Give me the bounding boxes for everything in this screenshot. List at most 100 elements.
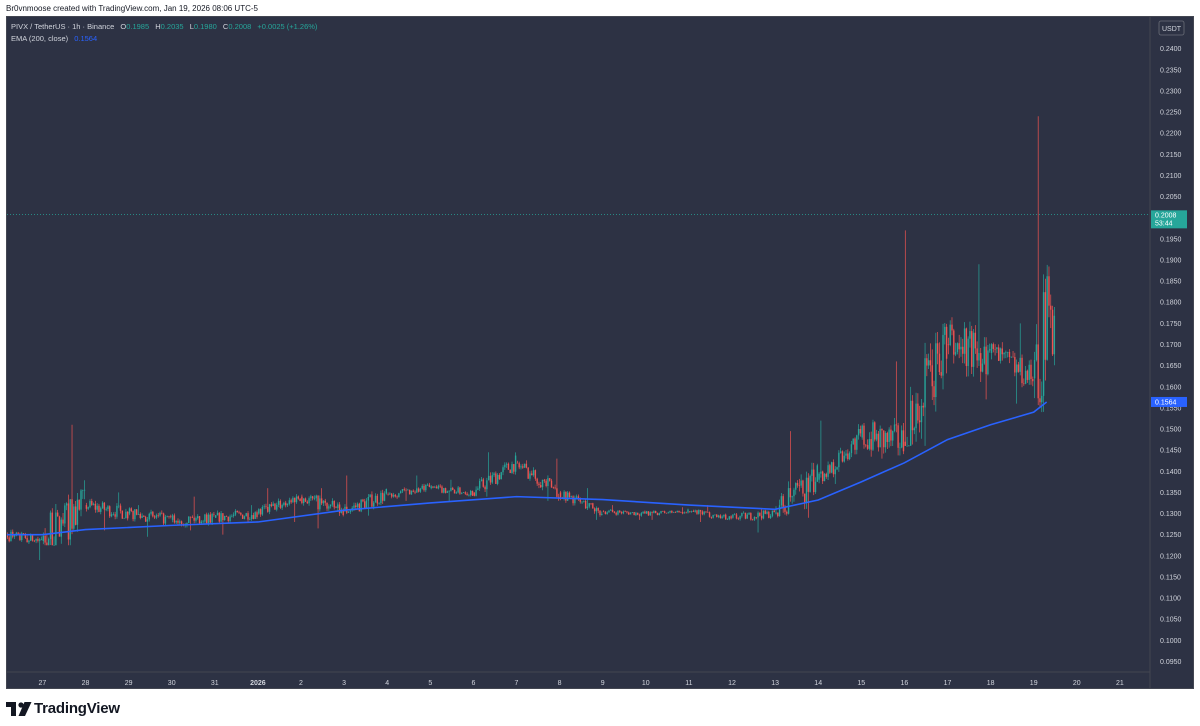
candle-body <box>82 490 84 491</box>
candle-body <box>550 480 553 488</box>
candle-body <box>577 496 580 500</box>
candle-body <box>721 516 723 519</box>
candle-body <box>195 518 197 521</box>
candle-body <box>446 491 449 493</box>
candle-body <box>733 514 736 516</box>
candle-body <box>42 535 44 541</box>
price-tick-label: 0.1950 <box>1160 236 1182 243</box>
candle-body <box>426 484 429 486</box>
candle-body <box>593 508 596 512</box>
candle-body <box>583 500 585 502</box>
bar-countdown-label: 53:44 <box>1155 220 1173 227</box>
candle-body <box>315 495 317 499</box>
candle-body <box>714 514 716 516</box>
candle-body <box>428 484 431 487</box>
candle-body <box>416 488 418 493</box>
candle-body <box>47 538 50 546</box>
candle-body <box>791 496 793 498</box>
candle-body <box>529 473 531 479</box>
time-tick-label: 30 <box>168 680 176 687</box>
candle-body <box>137 513 140 515</box>
candle-body <box>119 505 122 511</box>
candle-body <box>209 514 212 523</box>
candle-body <box>971 331 973 367</box>
candle-body <box>33 540 36 542</box>
candle-body <box>324 500 326 503</box>
candle-body <box>437 485 440 489</box>
candle-body <box>746 514 748 519</box>
candle-body <box>949 324 951 346</box>
candle-body <box>51 512 53 546</box>
candle-body <box>813 469 815 493</box>
candle-body <box>200 521 203 524</box>
candle-body <box>1046 276 1048 360</box>
candle-body <box>875 433 878 440</box>
time-tick-label: 31 <box>211 680 219 687</box>
price-chart[interactable]: PIVX / TetherUS · 1h · Binance O0.1985 H… <box>7 17 1193 688</box>
candle-body <box>672 512 675 513</box>
candle-body <box>509 469 511 474</box>
candle-body <box>340 509 343 513</box>
candle-body <box>232 514 235 516</box>
candle-body <box>123 518 125 519</box>
tradingview-logo-text: TradingView <box>34 699 120 717</box>
candle-body <box>886 432 889 442</box>
candle-body <box>748 513 750 515</box>
candle-body <box>554 487 556 489</box>
candle-body <box>17 532 19 534</box>
candle-body <box>787 488 790 514</box>
candle-body <box>419 488 422 492</box>
candle-body <box>403 489 405 490</box>
candle-body <box>513 464 515 472</box>
candle-body <box>685 512 687 514</box>
candle-body <box>522 466 524 468</box>
candle-body <box>49 512 52 539</box>
candle-body <box>987 350 989 375</box>
candle-body <box>989 349 991 351</box>
time-tick-label: 13 <box>771 680 779 687</box>
candle-body <box>1006 351 1009 353</box>
candle-body <box>356 503 359 508</box>
candle-body <box>98 505 100 512</box>
tradingview-logo[interactable]: TradingView <box>6 699 120 717</box>
candle-body <box>1024 370 1027 384</box>
candle-body <box>965 328 968 367</box>
candle-body <box>337 504 339 509</box>
candle-body <box>908 445 910 447</box>
candle-body <box>461 492 463 494</box>
candles-layer <box>7 116 1056 561</box>
time-tick-label: 12 <box>728 680 736 687</box>
candle-body <box>295 496 298 503</box>
candle-body <box>215 515 217 518</box>
candle-body <box>798 485 801 487</box>
candle-body <box>669 510 671 513</box>
currency-badge[interactable]: USDT <box>1158 20 1185 36</box>
candle-body <box>141 515 143 518</box>
candle-body <box>369 494 371 497</box>
candle-body <box>782 496 784 508</box>
candle-body <box>944 326 946 335</box>
candle-body <box>789 488 792 498</box>
candle-body <box>780 496 783 506</box>
price-axis[interactable]: 0.2400 0.2350 0.2300 0.2250 0.2200 0.2150 0.21… <box>1160 46 1182 666</box>
candle-body <box>207 514 210 524</box>
candle-body <box>525 463 528 468</box>
candle-body <box>408 489 411 495</box>
candle-body <box>452 487 454 490</box>
candle-body <box>306 501 308 504</box>
candle-body <box>267 506 269 512</box>
tradingview-logo-icon <box>6 700 32 716</box>
candle-body <box>407 489 409 491</box>
candle-body <box>726 518 729 520</box>
candle-body <box>211 514 213 523</box>
candle-body <box>760 515 763 519</box>
candle-body <box>69 499 71 540</box>
candle-body <box>742 512 745 514</box>
time-axis[interactable]: 27 28 29 30 31 2026 2 3 4 5 6 7 8 9 10 11 12 13 14 15 16 17 18… <box>39 680 1124 687</box>
chart-frame[interactable]: PIVX / TetherUS · 1h · Binance O0.1985 H… <box>6 16 1194 689</box>
candle-body <box>818 473 820 480</box>
candle-body <box>888 429 890 442</box>
candle-body <box>94 503 97 510</box>
candle-body <box>626 511 628 513</box>
candle-body <box>705 511 707 513</box>
